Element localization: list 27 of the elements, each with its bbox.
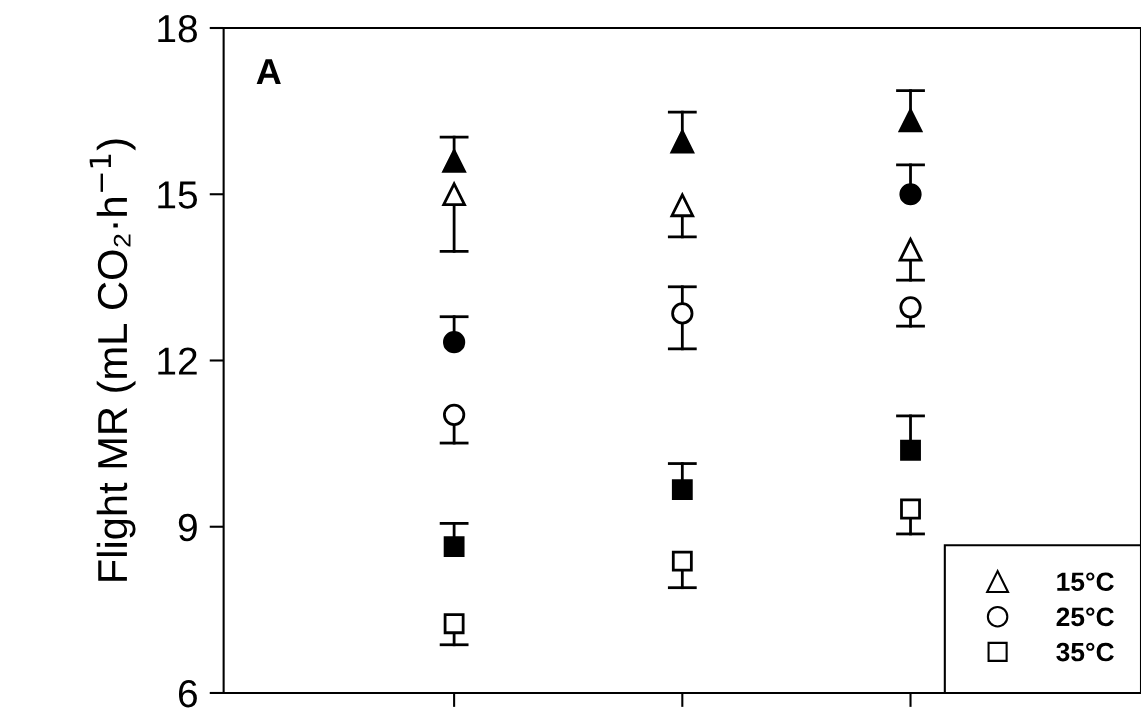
y-tick-label: 18 [158, 14, 197, 43]
point [899, 296, 922, 319]
y-tick-label: 6 [178, 679, 197, 708]
legend-label: 35°C [1056, 642, 1114, 662]
point [442, 149, 466, 173]
point [442, 182, 466, 207]
point [443, 331, 466, 354]
y-tick-label: 12 [158, 347, 197, 375]
point [900, 439, 921, 461]
point [898, 237, 923, 262]
legend-label: 25°C [1056, 607, 1114, 627]
point [898, 108, 923, 133]
point [671, 550, 693, 572]
point [443, 403, 466, 426]
point [671, 479, 693, 501]
point [443, 613, 465, 635]
y-tick-label: 15 [158, 181, 198, 209]
y-tick-label: 9 [178, 513, 197, 542]
point [443, 536, 465, 558]
point [899, 183, 922, 206]
y-axis-title: Flight MR (mL CO₂·h$^{−1}$) [89, 139, 136, 581]
point [670, 193, 695, 218]
legend-label: 15°C [1057, 572, 1114, 592]
point [670, 129, 695, 154]
point [900, 498, 921, 520]
point [671, 302, 694, 325]
annotation: A [256, 59, 281, 85]
